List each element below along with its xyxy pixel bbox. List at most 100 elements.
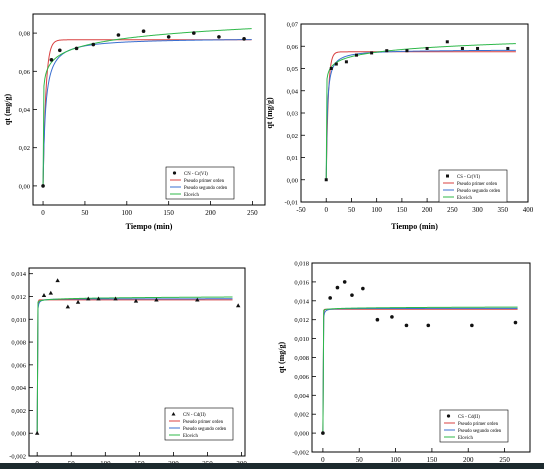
data-point [460,46,464,50]
y-tick-label: 0,02 [287,133,298,140]
legend-label: CS - Cd(II) [458,415,480,420]
legend-label: Elovich [183,434,199,439]
model-curve-pfo [322,308,518,434]
data-point [91,42,96,47]
data-point [166,35,171,39]
y-tick-label: 0,010 [11,317,26,324]
model-curve-pso [325,49,516,180]
legend-label: Pseudo segundo orden [184,186,228,191]
x-tick-label: 150 [163,209,174,217]
y-tick-label: 0,012 [11,294,26,301]
data-point [404,323,409,328]
y-tick-label: 0,004 [294,393,309,400]
y-tick-label: 0,010 [294,336,309,343]
legend-label: Elovich [457,196,473,201]
x-tick-label: 250 [499,456,510,464]
x-tick-label: 50 [356,456,364,464]
y-axis-label: qt (mg/g) [277,342,286,374]
data-point [506,46,510,50]
data-point [86,296,91,301]
data-point [49,58,54,62]
data-point [235,303,241,308]
y-tick-label: 0,002 [11,408,26,415]
y-tick-label: -0,01 [284,200,298,207]
y-tick-label: 0,00 [19,183,30,190]
y-tick-label: 0,002 [294,412,309,419]
y-tick-label: 0,06 [287,44,299,51]
data-point [390,315,394,319]
x-axis-label: Tiempo (min) [391,222,438,231]
x-tick-label: 150 [397,206,408,214]
x-tick-label: 100 [390,456,401,464]
legend-label: Pseudo segundo orden [457,189,501,194]
legend-label: CS - Cr(VI) [457,175,480,180]
legend-marker [446,174,449,178]
model-curve-pso [42,39,252,186]
y-tick-label: 0,000 [11,431,26,438]
data-point [116,33,121,37]
legend: CS - Cr(VI) Pseudo primer orden Pseudo seg… [438,169,508,203]
y-tick-label: 0,01 [287,155,298,162]
model-curve-elovich [42,28,252,186]
y-tick-label: 0,00 [287,177,298,184]
data-point [96,296,101,301]
model-curve-pfo [325,51,516,180]
y-tick-label: 0,016 [294,279,309,286]
y-tick-label: 0,07 [287,22,299,29]
data-point [65,304,71,309]
data-point [48,290,54,295]
legend-label: Pseudo primer orden [183,420,224,425]
x-tick-label: 200 [422,206,433,214]
x-tick-label: 0 [321,456,325,464]
legend-label: Elovich [184,193,200,198]
legend-label: CN - Cr(VI) [184,172,208,177]
legend-marker [171,412,176,416]
x-tick-label: 150 [427,456,438,464]
data-point [328,296,332,300]
model-curve-pfo [36,299,233,434]
legend-label: CN - Cd(II) [183,413,206,418]
data-point [342,280,347,284]
y-tick-label: 0,08 [19,31,30,38]
y-axis-label: qt (mg/g) [3,94,12,126]
data-point [329,67,333,70]
data-point [476,46,480,50]
data-point [192,31,196,35]
data-point [354,53,358,57]
x-tick-label: -50 [296,206,306,214]
data-point [334,62,338,66]
y-tick-label: 0,004 [11,385,26,392]
data-point [113,296,118,301]
model-curve-elovich [325,43,516,180]
model-curve-elovich [322,306,518,434]
data-point [141,29,146,33]
y-tick-label: 0,012 [294,317,309,324]
data-point [470,323,474,328]
x-tick-label: 0 [41,209,45,217]
data-point [41,293,47,297]
x-axis-label: Tiempo (min) [126,222,173,231]
y-tick-label: 0,06 [19,69,31,76]
data-point [370,51,374,55]
legend-marker [172,171,177,175]
data-point [195,297,200,302]
y-tick-label: 0,04 [19,107,31,114]
legend: CN - Cr(VI) Pseudo primer orden Pseudo seg… [165,166,235,200]
x-tick-label: 50 [81,209,89,217]
x-tick-label: 200 [205,209,216,217]
y-tick-label: 0,006 [294,374,309,381]
data-point [34,430,40,435]
y-tick-label: 0,008 [11,340,26,347]
x-tick-label: 100 [122,209,133,217]
chart-panel-2: -50 0 50 100 150 200 250 300 350 400 -0,01 0,00 0,01… [265,22,534,232]
data-point [425,46,429,50]
x-tick-label: 0 [324,206,328,214]
data-point [75,299,81,304]
data-point [335,285,340,290]
y-tick-label: 0,006 [11,362,26,369]
legend-label: Pseudo primer orden [184,179,225,184]
legend-label: Pseudo segundo orden [183,427,227,432]
data-point [375,317,380,322]
y-tick-label: 0,014 [294,298,309,305]
